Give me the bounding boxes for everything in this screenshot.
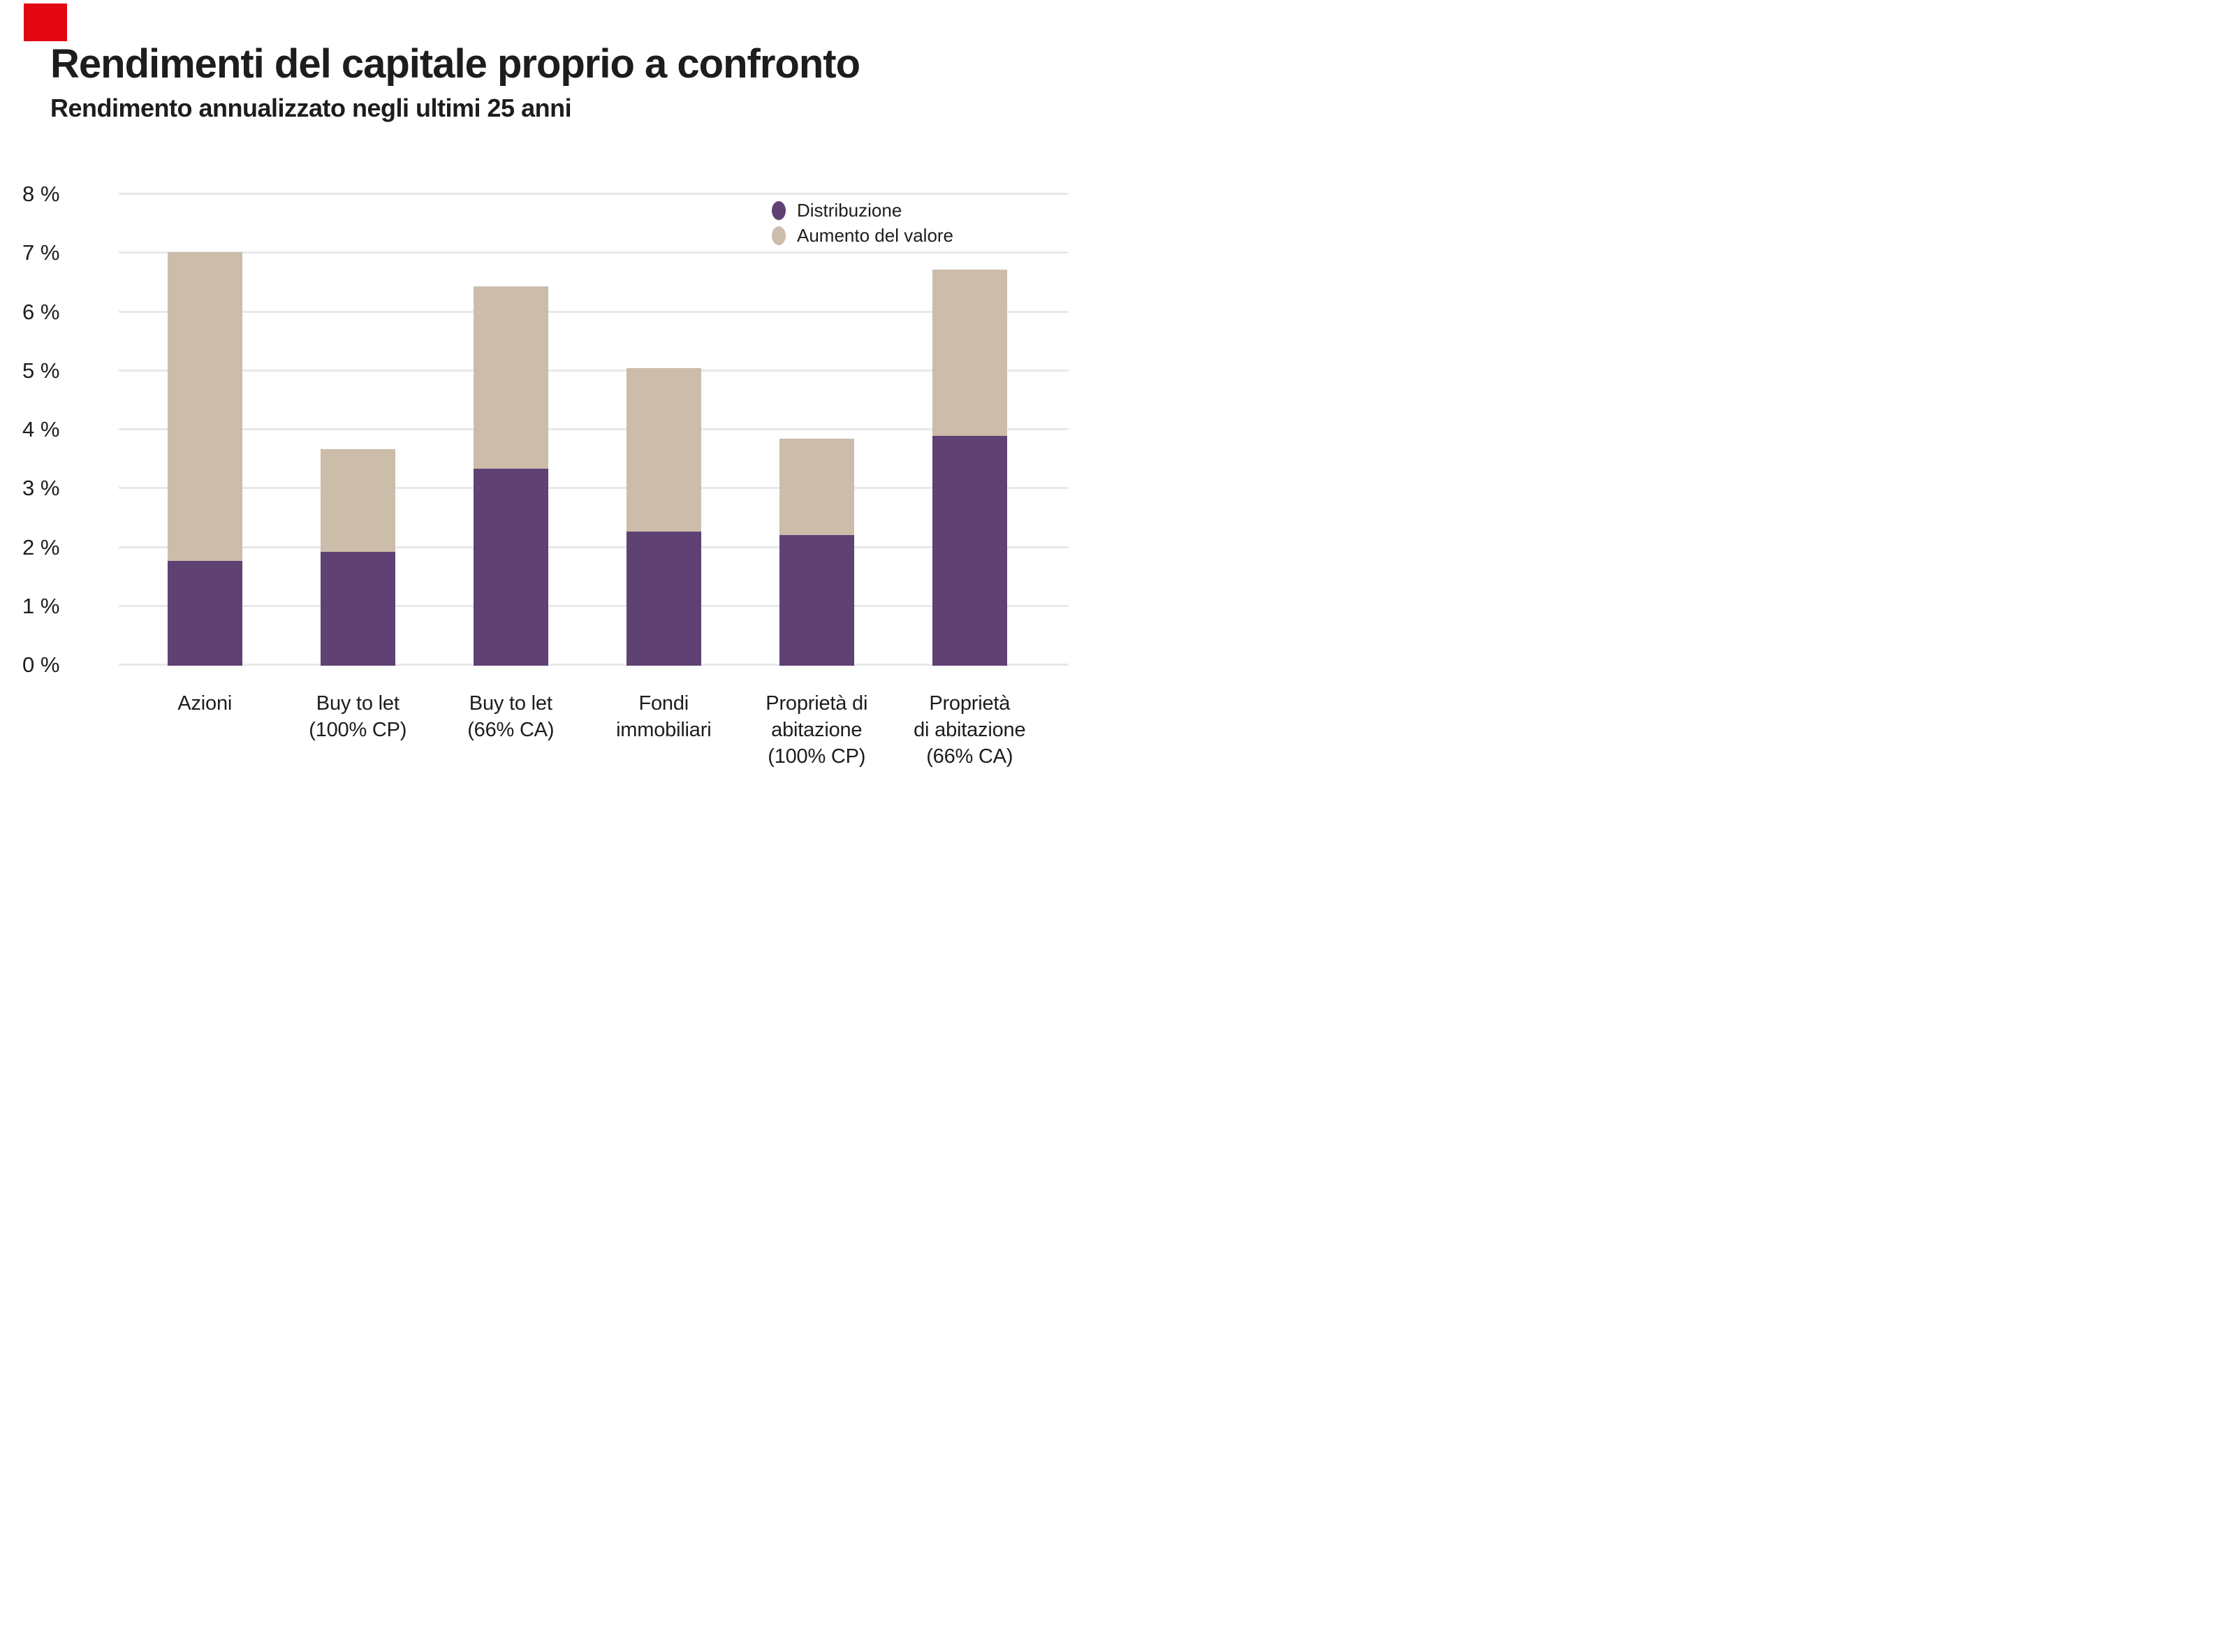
legend-swatch-aumento-icon (772, 226, 786, 245)
y-axis-tick-label: 5 % (22, 358, 60, 383)
legend-label: Aumento del valore (797, 225, 954, 246)
chart-legend: Distribuzione Aumento del valore (772, 198, 953, 248)
y-axis-tick-label: 6 % (22, 299, 60, 324)
y-axis-tick-label: 2 % (22, 534, 60, 560)
y-axis-tick-label: 4 % (22, 417, 60, 441)
x-axis-category-label: Proprietà di abitazione (66% CA) (858, 690, 1081, 770)
bar-segment-distribuzione-1 (168, 561, 242, 666)
x-label-line: immobiliari (616, 719, 712, 741)
bar-segment-aumento-del-valore-3 (474, 286, 548, 469)
y-axis-tick-label: 3 % (22, 476, 60, 501)
x-axis-category-label: Buy to let (66% CA) (399, 690, 622, 743)
x-label-line: di abitazione (914, 719, 1026, 741)
bar-segment-aumento-del-valore-5 (779, 438, 854, 535)
x-label-line: (100% CP) (309, 719, 407, 741)
y-axis-tick-label: 0 % (22, 652, 60, 677)
x-label-line: Azioni (177, 692, 233, 715)
bar-segment-distribuzione-4 (626, 531, 701, 666)
infographic-page: Rendimenti del capitale proprio a confro… (0, 0, 1118, 826)
bar-segment-distribuzione-6 (932, 436, 1007, 666)
bar-segment-distribuzione-2 (321, 551, 395, 666)
legend-label: Distribuzione (797, 200, 902, 221)
y-axis-tick-label: 7 % (22, 240, 60, 265)
x-axis-category-label: Buy to let (100% CP) (246, 690, 469, 743)
x-label-line: (66% CA) (926, 745, 1013, 768)
brand-logo-red-square (24, 3, 67, 41)
legend-swatch-distribuzione-icon (772, 200, 786, 220)
x-label-line: Buy to let (469, 692, 552, 715)
page-subtitle: Rendimento annualizzato negli ultimi 25 … (50, 94, 572, 122)
x-label-line: (66% CA) (467, 719, 555, 741)
bar-segment-distribuzione-5 (779, 534, 854, 666)
bar-segment-aumento-del-valore-2 (321, 448, 395, 552)
x-label-line: Fondi (638, 692, 689, 715)
gridline (119, 310, 1069, 313)
y-axis-tick-label: 1 % (22, 593, 60, 618)
x-axis-category-label: Proprietà di abitazione (100% CP) (705, 690, 928, 770)
gridline (119, 604, 1069, 607)
plot-area: 0 % 1 % 2 % 3 % 4 % 5 % 6 % 7 % 8 % Azioni Buy to … (0, 0, 1118, 826)
bar-segment-distribuzione-3 (474, 468, 548, 666)
gridline (119, 369, 1069, 372)
gridline (119, 193, 1069, 195)
x-axis-category-label: Fondi immobiliari (552, 690, 775, 743)
y-axis-tick-label: 8 % (22, 182, 60, 206)
x-label-line: Proprietà di (765, 692, 868, 715)
x-label-line: Proprietà (929, 692, 1011, 715)
bar-segment-aumento-del-valore-1 (168, 251, 242, 562)
bar-segment-aumento-del-valore-4 (626, 367, 701, 532)
gridline (119, 487, 1069, 490)
gridline (119, 664, 1069, 666)
x-axis-category-label: Azioni (93, 690, 316, 717)
x-label-line: Buy to let (316, 692, 400, 715)
bar-segment-aumento-del-valore-6 (932, 269, 1007, 437)
x-label-line: (100% CP) (768, 745, 866, 768)
page-title: Rendimenti del capitale proprio a confro… (50, 41, 860, 87)
gridline (119, 251, 1069, 254)
legend-item-distribuzione: Distribuzione (772, 198, 953, 223)
x-label-line: abitazione (771, 719, 863, 741)
gridline (119, 428, 1069, 430)
legend-item-aumento-del-valore: Aumento del valore (772, 223, 953, 248)
gridline (119, 546, 1069, 548)
